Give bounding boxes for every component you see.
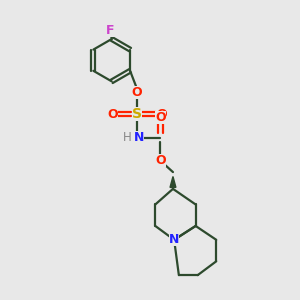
Text: O: O — [107, 108, 118, 121]
Text: S: S — [132, 107, 142, 121]
Text: O: O — [155, 111, 166, 124]
Text: F: F — [106, 24, 115, 37]
Text: O: O — [131, 86, 142, 99]
Text: O: O — [156, 108, 166, 121]
Text: H: H — [123, 131, 132, 144]
Text: N: N — [134, 131, 144, 144]
Text: N: N — [169, 233, 179, 246]
Polygon shape — [170, 176, 176, 188]
Text: O: O — [155, 154, 166, 167]
